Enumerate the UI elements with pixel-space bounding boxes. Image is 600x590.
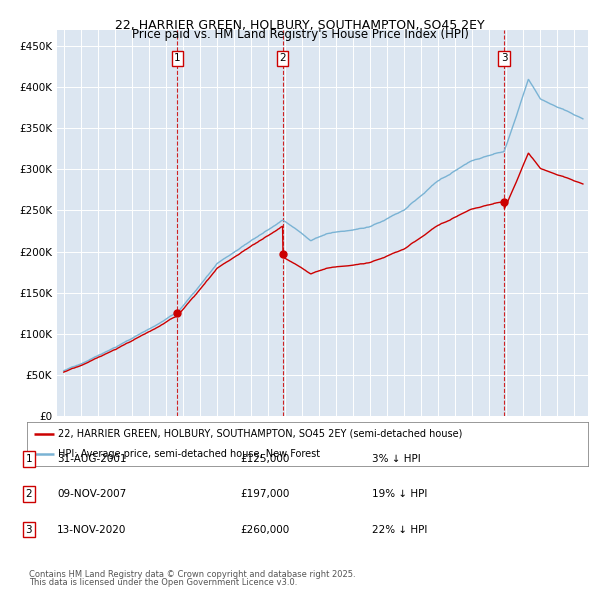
Text: 22% ↓ HPI: 22% ↓ HPI — [372, 525, 427, 535]
Text: HPI: Average price, semi-detached house, New Forest: HPI: Average price, semi-detached house,… — [58, 449, 320, 459]
Text: 3: 3 — [25, 525, 32, 535]
Text: Price paid vs. HM Land Registry's House Price Index (HPI): Price paid vs. HM Land Registry's House … — [131, 28, 469, 41]
Text: This data is licensed under the Open Government Licence v3.0.: This data is licensed under the Open Gov… — [29, 578, 297, 587]
Text: 3% ↓ HPI: 3% ↓ HPI — [372, 454, 421, 464]
Text: 19% ↓ HPI: 19% ↓ HPI — [372, 489, 427, 499]
Text: 22, HARRIER GREEN, HOLBURY, SOUTHAMPTON, SO45 2EY (semi-detached house): 22, HARRIER GREEN, HOLBURY, SOUTHAMPTON,… — [58, 429, 462, 439]
Text: £125,000: £125,000 — [240, 454, 289, 464]
Text: 2: 2 — [280, 53, 286, 63]
Text: 2: 2 — [25, 489, 32, 499]
Text: 31-AUG-2001: 31-AUG-2001 — [57, 454, 127, 464]
Text: 1: 1 — [25, 454, 32, 464]
Text: Contains HM Land Registry data © Crown copyright and database right 2025.: Contains HM Land Registry data © Crown c… — [29, 570, 355, 579]
Text: 1: 1 — [174, 53, 181, 63]
Text: 3: 3 — [501, 53, 508, 63]
Text: 22, HARRIER GREEN, HOLBURY, SOUTHAMPTON, SO45 2EY: 22, HARRIER GREEN, HOLBURY, SOUTHAMPTON,… — [115, 19, 485, 32]
Text: £260,000: £260,000 — [240, 525, 289, 535]
Text: 09-NOV-2007: 09-NOV-2007 — [57, 489, 126, 499]
Text: 13-NOV-2020: 13-NOV-2020 — [57, 525, 127, 535]
Text: £197,000: £197,000 — [240, 489, 289, 499]
